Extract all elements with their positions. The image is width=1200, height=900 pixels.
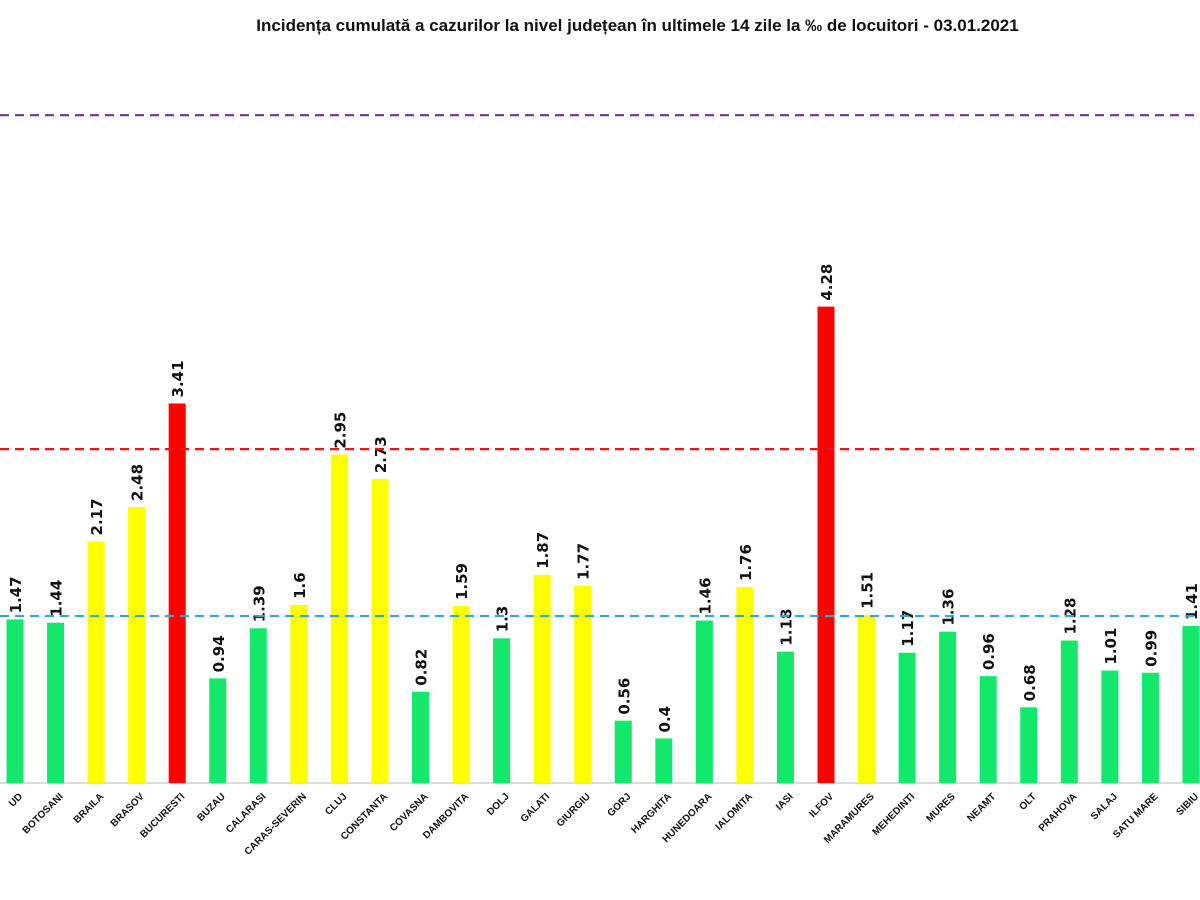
value-label: 0.82	[413, 649, 431, 686]
bar-bucuresti	[168, 403, 186, 783]
value-label: 0.99	[1142, 630, 1160, 667]
bar-iasi	[776, 651, 794, 783]
value-label: 1.51	[859, 572, 877, 609]
bar-cluj	[330, 454, 348, 783]
value-label: 1.77	[575, 543, 593, 580]
value-label: 0.94	[210, 635, 228, 672]
value-label: 1.46	[696, 577, 714, 614]
value-label: 1.17	[899, 610, 917, 647]
category-label: NEAMT	[965, 791, 998, 824]
bar-covasna	[412, 691, 429, 783]
value-label: 0.56	[615, 678, 633, 715]
bar-constanta	[371, 479, 389, 783]
category-label: COVASNA	[388, 791, 431, 834]
category-label: GALATI	[519, 791, 553, 825]
value-label: 2.95	[331, 412, 349, 449]
value-label: 1.76	[737, 544, 755, 581]
bar-gorj	[614, 720, 632, 783]
category-label: CALARASI	[224, 791, 268, 835]
category-label: MEHEDINTI	[871, 791, 918, 838]
value-label: 1.3	[494, 606, 512, 633]
category-label: GIURGIU	[555, 791, 593, 829]
bar-ilfov	[817, 306, 835, 783]
bar-ud	[6, 619, 24, 783]
category-label: OLT	[1017, 791, 1038, 812]
value-label: 1.47	[7, 576, 25, 613]
bar-galati	[533, 574, 551, 783]
bar-maramures	[858, 614, 876, 783]
category-label: DOLJ	[485, 791, 512, 818]
bar-mehedinti	[898, 652, 916, 783]
value-label: 1.44	[48, 580, 66, 617]
value-label: 2.17	[88, 498, 106, 535]
value-label: 2.73	[372, 436, 390, 473]
bar-mures	[939, 631, 957, 783]
bar-caras-severin	[290, 604, 308, 783]
bar-braila	[87, 541, 105, 783]
bar-olt	[1020, 707, 1038, 783]
bar-prahova	[1060, 640, 1078, 783]
category-label: BRASOV	[109, 791, 147, 829]
category-label: IALOMITA	[714, 791, 755, 832]
value-label: 0.96	[980, 633, 998, 670]
value-label: 1.18	[777, 609, 795, 646]
value-label: 0.4	[656, 706, 674, 733]
bar-dolj	[493, 638, 511, 783]
category-label: IASI	[774, 791, 796, 813]
bar-dambovita	[452, 606, 470, 783]
chart-title: Incidența cumulată a cazurilor la nivel …	[256, 16, 1019, 35]
category-label: BRAILA	[72, 791, 106, 825]
bar-hunedoara	[695, 620, 713, 783]
value-label: 2.48	[129, 464, 147, 501]
category-label: PRAHOVA	[1037, 791, 1080, 834]
value-label: 1.59	[453, 563, 471, 600]
category-label: SALAJ	[1089, 791, 1120, 822]
bar-ialomita	[736, 587, 754, 783]
bar-sibiu	[1182, 626, 1200, 783]
category-label: BUZAU	[195, 791, 228, 824]
value-label: 4.28	[818, 264, 836, 301]
category-label: GORJ	[606, 791, 634, 819]
value-label: 1.39	[250, 585, 268, 622]
category-label: CLUJ	[323, 791, 349, 817]
value-label: 1.01	[1102, 628, 1120, 665]
category-label: HARGHITA	[629, 791, 674, 836]
category-label: ILFOV	[808, 791, 837, 820]
bar-neamt	[979, 676, 997, 783]
bar-brasov	[128, 506, 146, 783]
value-label: 1.6	[291, 572, 309, 599]
bar-giurgiu	[574, 585, 592, 783]
bar-salaj	[1101, 670, 1119, 783]
value-label: 3.41	[169, 360, 187, 397]
value-label: 1.41	[1183, 583, 1200, 620]
category-label: MURES	[924, 791, 958, 825]
bar-satu mare	[1141, 672, 1159, 783]
value-label: 1.87	[534, 532, 552, 569]
value-label: 1.36	[940, 589, 958, 626]
category-label: BOTOSANI	[21, 791, 66, 836]
value-label: 0.68	[1021, 664, 1039, 701]
bar-calarasi	[249, 628, 267, 783]
bar-harghita	[655, 738, 673, 783]
category-label: SIBIU	[1174, 791, 1200, 818]
bar-buzau	[209, 678, 227, 783]
bar-botosani	[47, 622, 65, 783]
category-label: UD	[7, 791, 25, 809]
